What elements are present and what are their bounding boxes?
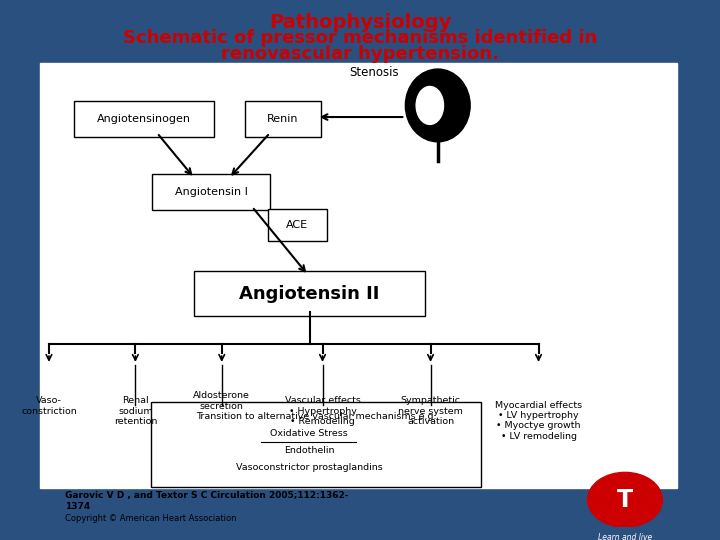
FancyBboxPatch shape (74, 100, 214, 137)
Text: ACE: ACE (287, 220, 308, 230)
Text: Vasoconstrictor prostaglandins: Vasoconstrictor prostaglandins (235, 463, 382, 471)
Text: Sympathetic
nerve system
activation: Sympathetic nerve system activation (398, 396, 463, 426)
Text: Stenosis: Stenosis (350, 66, 399, 79)
Text: Schematic of pressor mechanisms identified in: Schematic of pressor mechanisms identifi… (123, 29, 597, 47)
Text: Pathophysiology: Pathophysiology (269, 12, 451, 32)
FancyBboxPatch shape (151, 402, 481, 487)
Text: Angiotensinogen: Angiotensinogen (97, 113, 191, 124)
Text: Aldosterone
secretion: Aldosterone secretion (194, 391, 250, 410)
Text: Learn and live: Learn and live (598, 533, 652, 540)
FancyBboxPatch shape (152, 174, 270, 211)
Text: Myocardial effects
• LV hypertrophy
• Myoctye growth
• LV remodeling: Myocardial effects • LV hypertrophy • My… (495, 401, 582, 441)
Text: American Heart
Association: American Heart Association (595, 452, 655, 471)
Text: Garovic V D , and Textor S C Circulation 2005;112:1362-: Garovic V D , and Textor S C Circulation… (65, 491, 348, 501)
Text: Renal
sodium
retention: Renal sodium retention (114, 396, 157, 426)
FancyBboxPatch shape (268, 210, 327, 241)
Text: Vaso-
constriction: Vaso- constriction (21, 396, 77, 416)
Text: Transition to alternative vascular mechanisms e.g.: Transition to alternative vascular mecha… (196, 412, 436, 421)
Text: renovascular hypertension.: renovascular hypertension. (221, 45, 499, 63)
Text: Angiotensin I: Angiotensin I (174, 187, 248, 198)
FancyBboxPatch shape (194, 271, 425, 316)
Text: Endothelin: Endothelin (284, 446, 334, 455)
Ellipse shape (416, 86, 444, 124)
Text: T: T (617, 488, 633, 512)
Text: Vascular effects
• Hypertrophy
• Remodeling: Vascular effects • Hypertrophy • Remodel… (284, 396, 361, 426)
Text: Renin: Renin (267, 113, 299, 124)
FancyBboxPatch shape (40, 63, 677, 488)
Circle shape (588, 472, 662, 527)
Text: 1374: 1374 (65, 502, 90, 511)
Text: Copyright © American Heart Association: Copyright © American Heart Association (65, 514, 236, 523)
FancyBboxPatch shape (245, 100, 321, 137)
Text: Angiotensin II: Angiotensin II (240, 285, 379, 302)
Ellipse shape (405, 69, 470, 142)
Text: Oxidative Stress: Oxidative Stress (270, 429, 348, 438)
